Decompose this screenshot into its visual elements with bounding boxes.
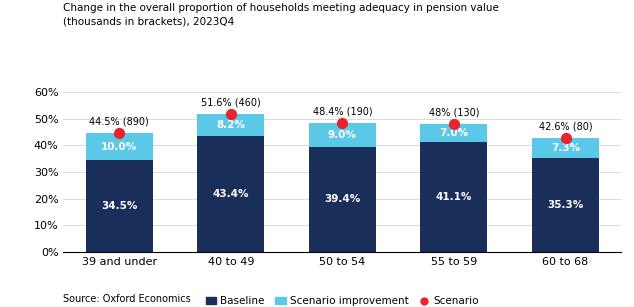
Text: 41.1%: 41.1% (436, 192, 472, 202)
Text: 48% (130): 48% (130) (429, 107, 479, 117)
Bar (309, 147, 376, 252)
Bar (197, 115, 264, 136)
Text: 9.0%: 9.0% (328, 130, 357, 140)
Text: 51.6% (460): 51.6% (460) (201, 98, 261, 108)
Text: 34.5%: 34.5% (101, 201, 138, 211)
Bar (532, 158, 599, 252)
Bar (309, 123, 376, 147)
Legend: Baseline, Scenario improvement, Scenario: Baseline, Scenario improvement, Scenario (202, 292, 483, 307)
Text: 8.2%: 8.2% (216, 120, 245, 130)
Point (226, 112, 236, 117)
Text: 7.3%: 7.3% (551, 143, 580, 153)
Point (337, 121, 347, 126)
Bar (197, 136, 264, 252)
Bar (86, 133, 153, 160)
Text: 39.4%: 39.4% (324, 194, 361, 204)
Text: 44.5% (890): 44.5% (890) (89, 117, 149, 127)
Point (449, 122, 459, 126)
Point (560, 136, 571, 141)
Text: 42.6% (80): 42.6% (80) (539, 122, 592, 132)
Point (114, 131, 124, 136)
Text: 10.0%: 10.0% (101, 142, 138, 152)
Text: 7.0%: 7.0% (439, 128, 469, 138)
Bar (86, 160, 153, 252)
Bar (532, 138, 599, 158)
Text: 43.4%: 43.4% (212, 189, 249, 199)
Text: Change in the overall proportion of households meeting adequacy in pension value: Change in the overall proportion of hous… (63, 3, 500, 26)
Bar (420, 142, 488, 252)
Bar (420, 124, 488, 142)
Text: 35.3%: 35.3% (547, 200, 584, 210)
Text: 48.4% (190): 48.4% (190) (313, 106, 372, 116)
Text: Source: Oxford Economics: Source: Oxford Economics (63, 294, 191, 304)
